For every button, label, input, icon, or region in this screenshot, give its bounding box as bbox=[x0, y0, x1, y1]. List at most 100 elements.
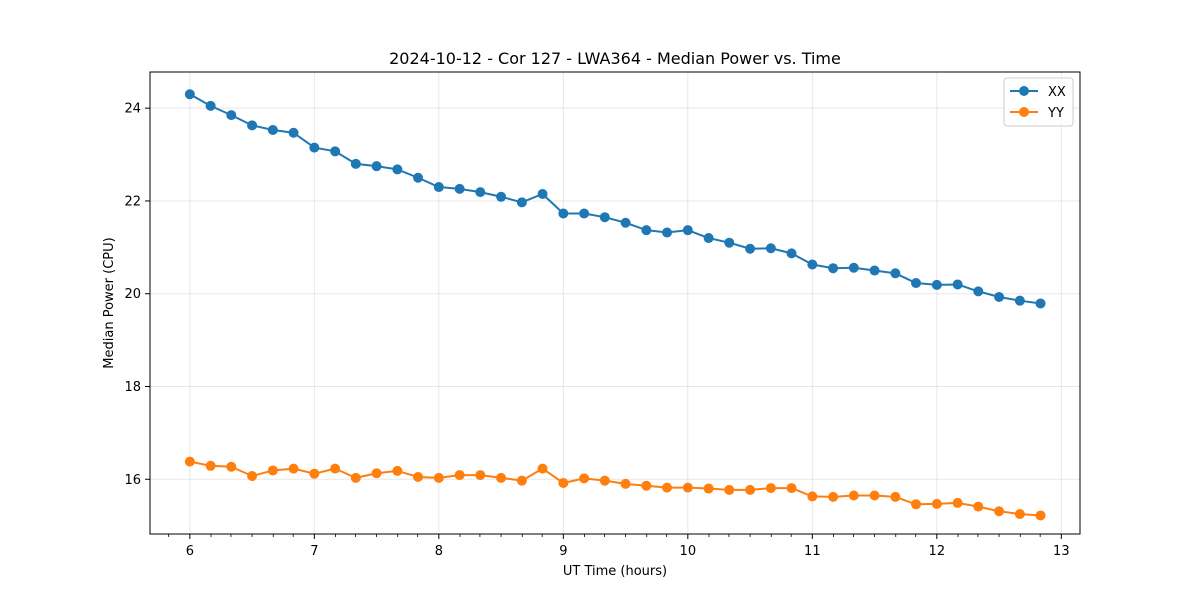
data-point-xx bbox=[952, 279, 963, 290]
data-point-yy bbox=[724, 484, 735, 495]
data-point-xx bbox=[828, 263, 839, 274]
data-point-xx bbox=[682, 225, 693, 236]
legend-label-yy: YY bbox=[1047, 106, 1064, 121]
data-point-yy bbox=[641, 480, 652, 491]
data-point-yy bbox=[994, 506, 1005, 517]
data-point-xx bbox=[911, 278, 922, 289]
data-point-yy bbox=[745, 484, 756, 495]
data-point-xx bbox=[475, 187, 486, 198]
data-point-yy bbox=[807, 491, 818, 502]
data-point-xx bbox=[848, 262, 859, 273]
x-tick-label: 7 bbox=[310, 544, 318, 559]
data-point-yy bbox=[413, 471, 424, 482]
data-point-xx bbox=[350, 158, 361, 169]
data-point-xx bbox=[662, 227, 673, 238]
data-point-yy bbox=[433, 472, 444, 483]
data-point-yy bbox=[454, 470, 465, 481]
legend-marker-xx bbox=[1019, 86, 1029, 96]
x-tick-label: 9 bbox=[559, 544, 567, 559]
x-tick-label: 12 bbox=[929, 544, 946, 559]
data-point-xx bbox=[433, 182, 444, 193]
data-point-yy bbox=[952, 497, 963, 508]
data-point-xx bbox=[599, 212, 610, 223]
data-point-yy bbox=[973, 501, 984, 512]
data-point-xx bbox=[641, 225, 652, 236]
data-point-yy bbox=[184, 456, 195, 467]
data-point-yy bbox=[226, 461, 237, 472]
data-point-yy bbox=[496, 472, 507, 483]
data-point-yy bbox=[579, 473, 590, 484]
data-point-xx bbox=[288, 127, 299, 138]
legend-marker-yy bbox=[1019, 107, 1029, 117]
y-tick-label: 20 bbox=[124, 287, 141, 302]
data-point-xx bbox=[807, 259, 818, 270]
legend-label-xx: XX bbox=[1048, 85, 1066, 100]
ticks-layer: 6 7 8 9 10 11 12 13 16 18 20 22 24 bbox=[124, 102, 1069, 559]
data-point-xx bbox=[1035, 298, 1046, 309]
data-point-xx bbox=[516, 197, 527, 208]
data-point-xx bbox=[890, 268, 901, 279]
data-point-xx bbox=[869, 265, 880, 276]
data-point-xx bbox=[496, 191, 507, 202]
data-point-xx bbox=[994, 291, 1005, 302]
y-axis-label: Median Power (CPU) bbox=[102, 237, 117, 368]
data-point-yy bbox=[828, 491, 839, 502]
data-point-yy bbox=[869, 490, 880, 501]
data-point-yy bbox=[537, 463, 548, 474]
data-point-xx bbox=[537, 188, 548, 199]
data-point-xx bbox=[973, 286, 984, 297]
data-point-xx bbox=[330, 146, 341, 157]
data-point-yy bbox=[703, 483, 714, 494]
data-point-yy bbox=[309, 468, 320, 479]
data-point-yy bbox=[247, 471, 258, 482]
data-point-yy bbox=[330, 463, 341, 474]
x-tick-label: 6 bbox=[186, 544, 194, 559]
data-point-yy bbox=[1035, 510, 1046, 521]
data-point-yy bbox=[662, 482, 673, 493]
data-point-yy bbox=[1014, 509, 1025, 520]
data-point-yy bbox=[267, 465, 278, 476]
legend: XX YY bbox=[1003, 77, 1074, 127]
data-point-yy bbox=[371, 468, 382, 479]
data-point-xx bbox=[724, 237, 735, 248]
x-axis-label: UT Time (hours) bbox=[563, 564, 667, 579]
data-point-xx bbox=[745, 243, 756, 254]
grid-layer bbox=[150, 72, 1080, 534]
data-point-yy bbox=[599, 475, 610, 486]
x-tick-label: 11 bbox=[804, 544, 821, 559]
data-point-yy bbox=[516, 475, 527, 486]
data-point-xx bbox=[620, 217, 631, 228]
data-point-yy bbox=[205, 460, 216, 471]
x-tick-label: 13 bbox=[1053, 544, 1070, 559]
chart-title: 2024-10-12 - Cor 127 - LWA364 - Median P… bbox=[389, 49, 841, 68]
data-point-xx bbox=[309, 142, 320, 153]
data-point-xx bbox=[413, 172, 424, 183]
data-point-yy bbox=[848, 490, 859, 501]
data-point-xx bbox=[267, 124, 278, 135]
x-tick-label: 10 bbox=[680, 544, 697, 559]
data-point-xx bbox=[765, 243, 776, 254]
data-point-yy bbox=[558, 477, 569, 488]
data-point-yy bbox=[931, 498, 942, 509]
data-point-xx bbox=[786, 248, 797, 259]
data-point-yy bbox=[682, 482, 693, 493]
data-point-xx bbox=[579, 208, 590, 219]
data-point-yy bbox=[475, 470, 486, 481]
data-point-xx bbox=[558, 208, 569, 219]
data-point-xx bbox=[205, 100, 216, 111]
data-point-yy bbox=[786, 483, 797, 494]
data-point-xx bbox=[247, 120, 258, 131]
data-point-xx bbox=[184, 89, 195, 100]
data-point-xx bbox=[703, 233, 714, 244]
x-tick-label: 8 bbox=[435, 544, 443, 559]
y-tick-label: 16 bbox=[124, 473, 141, 488]
data-point-yy bbox=[765, 483, 776, 494]
data-point-yy bbox=[620, 478, 631, 489]
data-point-xx bbox=[392, 164, 403, 175]
data-point-xx bbox=[1014, 295, 1025, 306]
data-point-xx bbox=[226, 110, 237, 121]
data-point-xx bbox=[371, 161, 382, 172]
data-point-yy bbox=[288, 463, 299, 474]
y-tick-label: 18 bbox=[124, 380, 141, 395]
